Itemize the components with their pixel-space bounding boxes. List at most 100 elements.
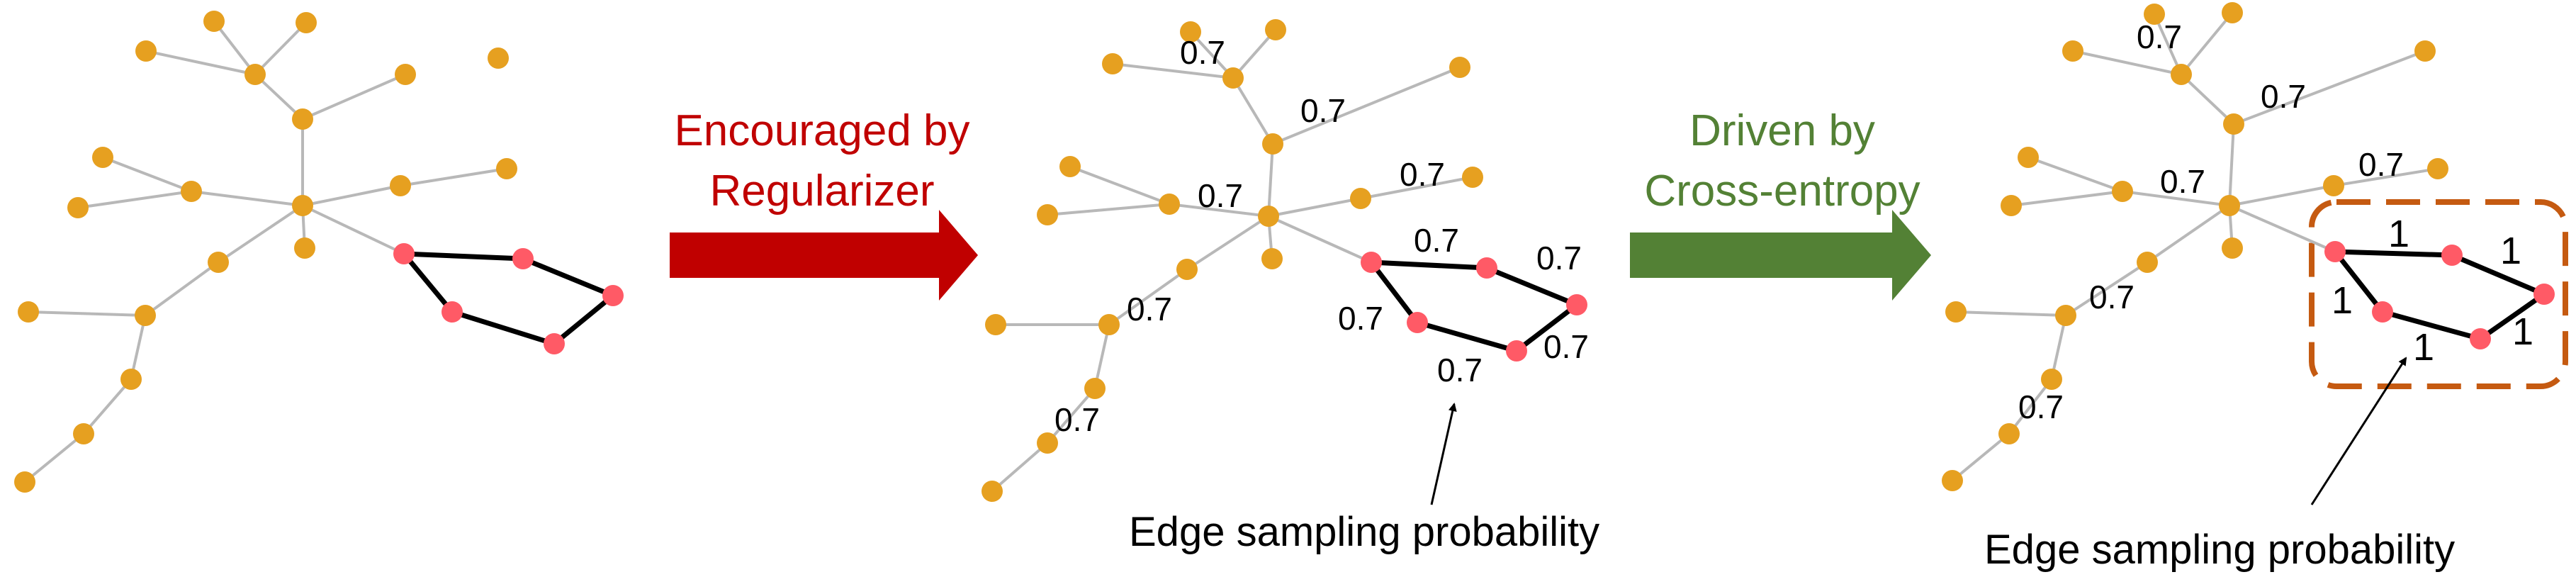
graph-panel-cross-entropy: 0.7 0.7 0.7 0.7 0.7 0.7 1 1 1 1 1 Edge s… (1942, 2, 2568, 573)
graph-edge (23, 432, 85, 483)
graph-node (1176, 259, 1198, 280)
graph-edge (1268, 197, 1361, 218)
graph-node (1059, 156, 1081, 177)
motif-node (441, 301, 463, 323)
edge-probability-label: 0.7 (1127, 291, 1172, 327)
motif-node (393, 243, 415, 264)
graph-edge (2122, 190, 2230, 207)
graph-node (203, 11, 225, 32)
panel2-probabilities: 0.7 0.7 0.7 0.7 0.7 0.7 0.7 0.7 0.7 0.7 … (1054, 34, 1589, 438)
panel1-edges (23, 20, 507, 483)
graph-edge (2146, 204, 2231, 264)
graph-edge (400, 167, 507, 187)
graph-edge (1955, 310, 2066, 317)
graph-edge (2233, 50, 2426, 125)
graph-node (1945, 301, 1967, 323)
edge-probability-label: 0.7 (1414, 222, 1459, 259)
graph-edge (1232, 28, 1277, 79)
graph-node (1102, 53, 1123, 74)
edge-probability-label: 0.7 (2089, 279, 2135, 315)
cycle-probability-label: 1 (2512, 310, 2533, 353)
graph-edge (1047, 203, 1170, 216)
graph-node (2427, 158, 2448, 179)
graph-node (2222, 237, 2243, 259)
graph-node (1084, 378, 1106, 399)
graph-node (1942, 470, 1963, 491)
callout-arrow (1430, 403, 1457, 505)
panel1-nodes (14, 11, 624, 493)
regularizer-label-line1: Encouraged by (674, 106, 969, 155)
graph-node (1258, 206, 1279, 227)
cycle-motif (1366, 259, 1582, 354)
graph-edge (2229, 204, 2336, 253)
edge-probability-label: 0.7 (1536, 240, 1582, 276)
edge-probability-label: 0.7 (2160, 163, 2205, 200)
edge-probability-label: 0.7 (1543, 328, 1589, 365)
graph-edge (77, 190, 192, 209)
graph-edge (2229, 184, 2334, 207)
graph-edge (2064, 261, 2149, 317)
graph-node (1222, 67, 1244, 89)
edge-probability-label: 0.7 (2261, 78, 2306, 115)
graph-edge (1232, 77, 1274, 145)
graph-node (92, 147, 113, 168)
motif-node (1566, 294, 1587, 315)
graph-node (244, 64, 266, 85)
graph-panel-regularized: 0.7 0.7 0.7 0.7 0.7 0.7 0.7 0.7 0.7 0.7 … (982, 19, 1599, 555)
graph-edge (1069, 165, 1170, 206)
graph-node (135, 40, 157, 62)
motif-node (2533, 284, 2555, 305)
cycle-motif (2329, 249, 2550, 342)
edge-probability-label: 0.7 (1180, 34, 1225, 71)
graph-node (2414, 40, 2436, 62)
graph-edge (1093, 324, 1110, 389)
graph-edge (254, 21, 308, 76)
cross-entropy-label-line1: Driven by (1689, 106, 1875, 155)
cross-entropy-step: Driven by Cross-entropy (1630, 106, 1931, 301)
edge-probability-label: 0.7 (2137, 18, 2182, 55)
graph-panel-original (14, 11, 624, 493)
graph-node (120, 369, 142, 390)
graph-edge (2050, 315, 2067, 380)
graph-node (488, 47, 509, 69)
callout-label: Edge sampling probability (1129, 509, 1599, 555)
graph-node (2223, 113, 2244, 135)
graph-edge (1951, 432, 2010, 482)
edge-probability-label: 0.7 (1338, 300, 1383, 337)
graph-node (2137, 252, 2158, 273)
graph-node (985, 314, 1006, 335)
graph-node (208, 252, 229, 273)
graph-node (296, 12, 317, 33)
graph-node (1998, 423, 2020, 444)
graph-node (2222, 2, 2243, 23)
graph-edge (2333, 167, 2439, 187)
motif-node (512, 248, 534, 269)
graph-edge (1272, 66, 1461, 145)
graph-node (73, 423, 94, 444)
graph-edge (2180, 73, 2235, 125)
callout-arrow (2310, 357, 2407, 505)
graph-edge (1108, 268, 1188, 326)
graph-node (1037, 432, 1058, 454)
panel2-cycle (1366, 259, 1582, 354)
graph-node (2112, 181, 2133, 202)
graph-edge (1046, 387, 1096, 444)
motif-node (1407, 312, 1428, 333)
cycle-probability-label: 1 (2413, 326, 2434, 369)
graph-node (1350, 188, 1371, 209)
graph-edge (2228, 123, 2235, 206)
graph-node (1462, 167, 1483, 188)
graph-node (1265, 19, 1286, 40)
graph-edge (1169, 203, 1269, 218)
graph-edge (302, 73, 406, 121)
graph-node (294, 237, 315, 259)
callout-label: Edge sampling probability (1984, 527, 2455, 573)
graph-edge (2008, 378, 2053, 435)
graph-node (390, 175, 411, 196)
graph-edge (2153, 13, 2183, 75)
graph-edge (217, 204, 304, 264)
motif-node (544, 333, 565, 354)
cross-entropy-label-line2: Cross-entropy (1644, 167, 1920, 215)
graph-edge (2010, 190, 2123, 207)
